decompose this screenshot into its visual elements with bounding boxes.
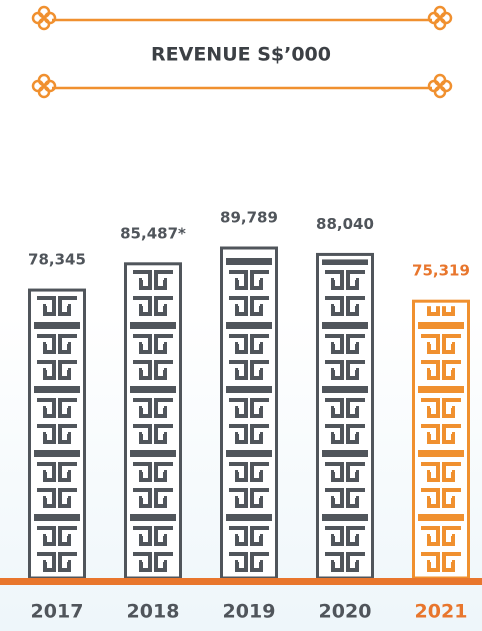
value-label: 78,345 — [28, 251, 86, 269]
value-label: 75,319 — [412, 262, 470, 280]
value-label: 85,487* — [120, 224, 186, 242]
baseline — [0, 578, 482, 585]
x-tick-label: 2021 — [415, 601, 468, 623]
x-tick-label: 2017 — [31, 601, 84, 623]
bar-pattern — [34, 295, 80, 578]
header-ornament — [31, 5, 453, 99]
bar-pattern — [418, 306, 464, 578]
value-label: 89,789 — [220, 209, 278, 227]
value-label: 88,040 — [316, 215, 374, 233]
bar-pattern — [226, 253, 272, 578]
x-tick-label: 2019 — [223, 601, 276, 623]
bar-pattern — [130, 268, 176, 578]
bar-pattern — [322, 259, 368, 578]
chart-title: REVENUE S$’000 — [151, 44, 331, 66]
x-tick-label: 2020 — [319, 601, 372, 623]
x-tick-label: 2018 — [127, 601, 180, 623]
